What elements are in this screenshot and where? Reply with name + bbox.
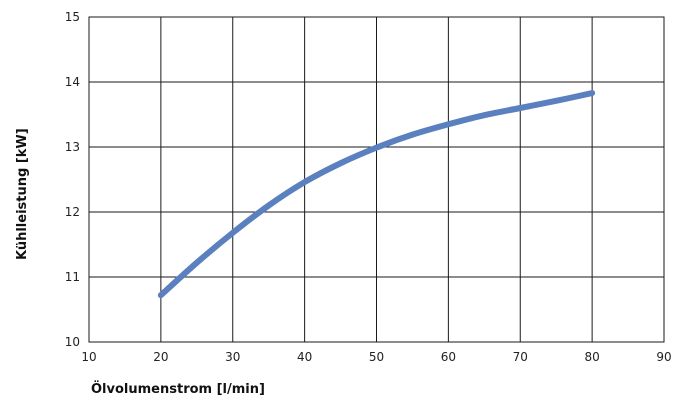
y-tick-label: 12: [65, 205, 80, 219]
x-tick-label: 50: [369, 350, 384, 364]
y-tick-label: 14: [65, 75, 80, 89]
x-tick-labels: 10 20 30 40 50 60 70 80 90: [81, 350, 671, 364]
y-tick-label: 15: [65, 10, 80, 24]
x-axis-title: Ölvolumenstrom [l/min]: [91, 381, 265, 397]
x-tick-label: 20: [153, 350, 168, 364]
y-tick-label: 13: [65, 140, 80, 154]
x-tick-label: 10: [81, 350, 96, 364]
x-tick-label: 40: [297, 350, 312, 364]
plot-frame: [88, 16, 665, 343]
series-line: [157, 90, 596, 299]
y-tick-label: 11: [65, 270, 80, 284]
x-tick-label: 60: [441, 350, 456, 364]
y-tick-labels: 10 11 12 13 14 15: [65, 10, 80, 349]
x-tick-label: 30: [225, 350, 240, 364]
x-tick-label: 80: [584, 350, 599, 364]
x-tick-label: 70: [513, 350, 528, 364]
grid: [88, 16, 665, 343]
x-tick-label: 90: [656, 350, 671, 364]
y-tick-label: 10: [65, 335, 80, 349]
series: [157, 90, 596, 299]
y-axis-title: Kühlleistung [kW]: [15, 128, 30, 260]
